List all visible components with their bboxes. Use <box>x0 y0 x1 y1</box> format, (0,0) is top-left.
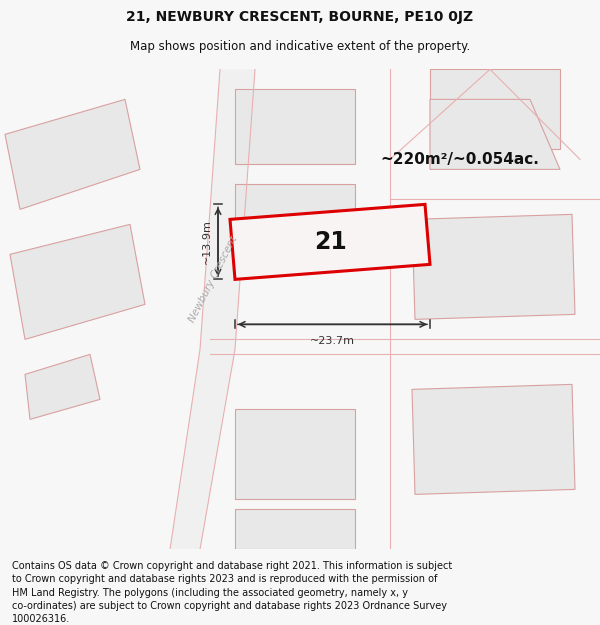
Polygon shape <box>235 184 355 269</box>
Text: ~13.9m: ~13.9m <box>202 219 212 264</box>
Text: ~220m²/~0.054ac.: ~220m²/~0.054ac. <box>380 152 539 167</box>
Text: 21: 21 <box>314 230 346 254</box>
Polygon shape <box>10 224 145 339</box>
Polygon shape <box>235 89 355 164</box>
Polygon shape <box>430 99 560 169</box>
Polygon shape <box>25 354 100 419</box>
Polygon shape <box>170 69 255 549</box>
Polygon shape <box>430 69 560 149</box>
Polygon shape <box>412 214 575 319</box>
Polygon shape <box>412 384 575 494</box>
Polygon shape <box>235 409 355 499</box>
Polygon shape <box>235 509 355 549</box>
Text: ~23.7m: ~23.7m <box>310 336 355 346</box>
Text: Contains OS data © Crown copyright and database right 2021. This information is : Contains OS data © Crown copyright and d… <box>12 561 452 624</box>
Text: Map shows position and indicative extent of the property.: Map shows position and indicative extent… <box>130 40 470 52</box>
Polygon shape <box>230 204 430 279</box>
Text: Newbury Crescent: Newbury Crescent <box>187 234 239 324</box>
Text: 21, NEWBURY CRESCENT, BOURNE, PE10 0JZ: 21, NEWBURY CRESCENT, BOURNE, PE10 0JZ <box>127 9 473 24</box>
Polygon shape <box>5 99 140 209</box>
